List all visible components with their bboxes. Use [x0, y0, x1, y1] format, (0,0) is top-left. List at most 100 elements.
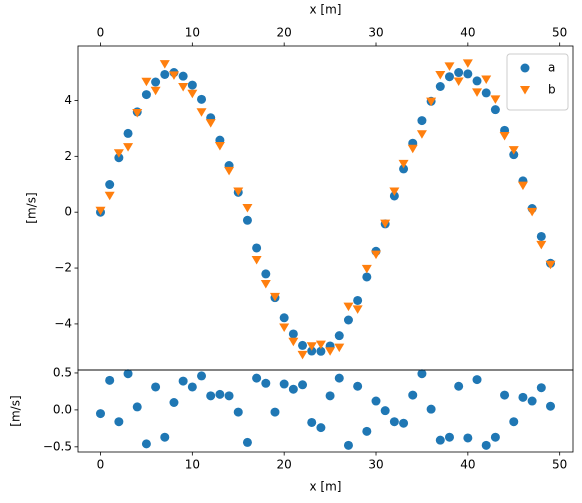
marker	[499, 131, 510, 141]
marker	[454, 381, 464, 391]
marker	[481, 440, 491, 450]
marker	[481, 88, 491, 98]
marker	[288, 329, 298, 339]
marker	[417, 369, 427, 379]
series	[96, 68, 555, 356]
marker	[408, 390, 418, 400]
marker	[444, 432, 454, 442]
marker	[279, 323, 290, 333]
marker	[316, 346, 326, 356]
y-tick-label: −2	[54, 261, 72, 275]
x-tick-label: 20	[277, 26, 292, 40]
marker	[361, 264, 372, 274]
axes-frame	[77, 45, 574, 371]
marker	[500, 390, 510, 400]
marker	[508, 146, 519, 155]
marker	[362, 426, 372, 436]
marker	[279, 379, 289, 389]
marker	[343, 440, 353, 450]
marker	[159, 60, 170, 69]
marker	[426, 404, 436, 414]
marker	[196, 108, 207, 117]
marker	[233, 187, 244, 197]
marker	[187, 89, 198, 99]
marker	[371, 250, 382, 260]
marker	[197, 94, 207, 104]
marker	[334, 343, 345, 353]
legend-label: b	[548, 83, 556, 97]
marker	[325, 347, 336, 356]
marker	[352, 305, 363, 314]
marker	[416, 130, 427, 139]
marker	[481, 75, 492, 85]
marker	[463, 433, 473, 443]
marker	[242, 437, 252, 447]
marker	[288, 337, 299, 347]
marker	[215, 389, 225, 399]
marker	[444, 72, 454, 82]
x-tick-label: 30	[368, 458, 383, 472]
marker	[399, 418, 409, 428]
series	[95, 59, 556, 360]
marker	[472, 375, 482, 385]
x-tick-label: 10	[185, 26, 200, 40]
marker	[123, 369, 133, 379]
legend-label: a	[548, 61, 555, 75]
marker	[114, 417, 124, 427]
marker	[261, 269, 271, 279]
marker	[545, 260, 556, 270]
marker	[132, 109, 143, 118]
marker	[197, 371, 207, 381]
marker	[315, 340, 326, 350]
y-tick-label: 2	[64, 149, 72, 163]
marker	[307, 417, 317, 427]
marker	[490, 432, 500, 442]
marker	[380, 219, 391, 229]
marker	[96, 409, 105, 419]
marker	[490, 105, 500, 115]
x-tick-label: 0	[97, 458, 105, 472]
marker	[362, 272, 372, 282]
marker	[353, 381, 363, 391]
marker	[472, 88, 483, 97]
marker	[178, 71, 188, 81]
marker	[444, 62, 455, 71]
y-tick-label: −0.5	[43, 439, 72, 453]
marker	[269, 292, 280, 302]
marker	[371, 396, 381, 406]
marker	[472, 76, 482, 86]
marker	[252, 373, 262, 383]
marker	[251, 255, 262, 265]
marker	[151, 382, 161, 392]
marker	[536, 240, 547, 250]
marker	[306, 342, 317, 351]
marker	[150, 86, 161, 96]
x-axis-label: x [m]	[310, 3, 342, 17]
axes-frame	[77, 369, 574, 453]
marker	[426, 97, 437, 107]
marker	[260, 279, 271, 289]
marker	[242, 215, 252, 225]
marker	[316, 423, 326, 433]
marker	[453, 77, 464, 86]
x-tick-label: 20	[277, 458, 292, 472]
marker	[95, 206, 106, 216]
marker	[298, 380, 308, 390]
y-axis-label: [m/s]	[25, 192, 39, 223]
marker	[343, 315, 353, 325]
x-axis-label: x [m]	[310, 480, 342, 494]
x-tick-label: 40	[460, 458, 475, 472]
marker	[123, 128, 133, 138]
marker	[527, 207, 538, 217]
marker	[132, 402, 142, 412]
marker	[141, 90, 151, 100]
y-axis-label: [m/s]	[9, 395, 23, 426]
marker	[206, 391, 216, 401]
marker	[334, 331, 344, 341]
marker	[224, 391, 234, 401]
x-tick-label: 30	[368, 26, 383, 40]
marker	[178, 376, 188, 386]
marker	[205, 119, 216, 128]
y-tick-label: 0.0	[53, 402, 72, 416]
